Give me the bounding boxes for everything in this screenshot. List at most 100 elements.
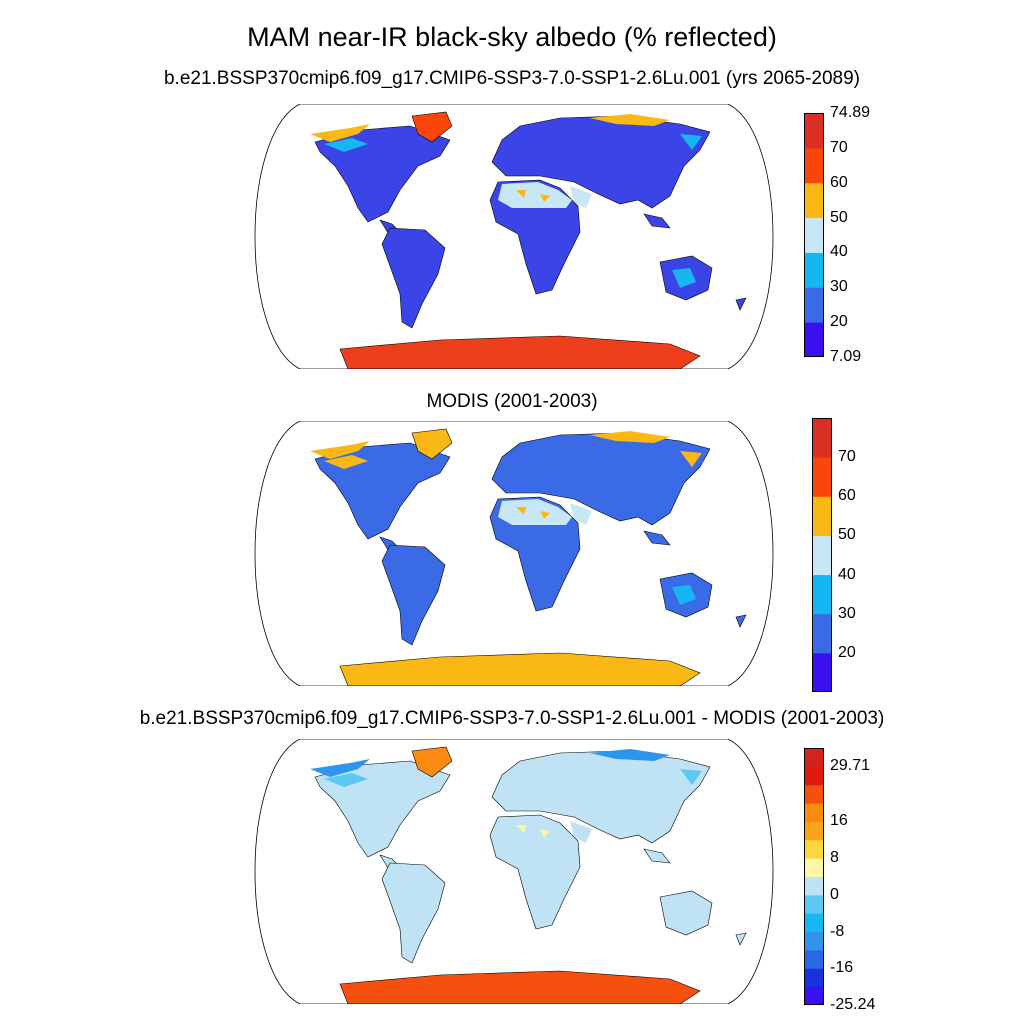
colorbar-tick-label: 60 [838, 487, 856, 505]
colorbar-segment [804, 147, 824, 184]
map-outline [254, 421, 774, 686]
map-region-arctic-rim [590, 431, 670, 443]
map-region-desert-spot [516, 507, 526, 515]
map-region-arctic-rim [590, 114, 670, 126]
map-region-tundra [324, 138, 368, 152]
map-region-tundra [324, 773, 368, 787]
map-region-land [643, 848, 671, 864]
panel-title-model: b.e21.BSSP370cmip6.f09_g17.CMIP6-SSP3-7.… [163, 68, 861, 89]
map-model [254, 104, 774, 369]
colorbar-segment [812, 613, 832, 654]
colorbar-segment [804, 784, 824, 804]
map-region-desert-spot [540, 511, 550, 519]
colorbar-segment [804, 839, 824, 859]
colorbar-segment [804, 876, 824, 896]
colorbar-tick-label: -25.24 [830, 996, 876, 1013]
colorbar-segment [804, 821, 824, 841]
colorbar-segment [804, 913, 824, 933]
map-region-land [735, 297, 747, 311]
map-region-greenland [411, 111, 453, 143]
colorbar-segment [804, 931, 824, 951]
colorbar-segment [804, 803, 824, 822]
panel-title-modis: MODIS (2001-2003) [426, 391, 598, 412]
colorbar-segment [804, 949, 824, 969]
map-region-desert-spot [516, 825, 526, 833]
map-region-tundra [680, 134, 702, 150]
map-region-antarctica [339, 970, 701, 1004]
panel-title-difference: b.e21.BSSP370cmip6.f09_g17.CMIP6-SSP3-7.… [139, 708, 885, 729]
map-region-land [491, 750, 711, 844]
map-region-antarctica [339, 335, 701, 369]
map-region-desert-spot [540, 829, 550, 837]
colorbar-tick-label: 30 [838, 604, 856, 622]
colorbar-tick-label: 50 [830, 208, 848, 226]
colorbar-segment [804, 858, 824, 877]
colorbar-segment [804, 182, 824, 219]
map-region-desert-spot [540, 194, 550, 202]
colorbar-segment [804, 986, 824, 1005]
map-region-arctic-rim [310, 124, 370, 142]
colorbar-segment [812, 574, 832, 615]
map-region-arctic-rim [310, 759, 370, 777]
colorbar-tick-label: 50 [838, 526, 856, 544]
map-region-australia-interior [672, 903, 696, 923]
map-region-greenland [411, 746, 453, 778]
colorbar-tick-label: 60 [830, 173, 848, 191]
colorbar-tick-label: -16 [830, 959, 854, 977]
map-region-australia-interior [672, 585, 696, 605]
colorbar-tick-label: 29.71 [830, 757, 871, 775]
map-region-desert [498, 182, 572, 208]
map-difference [254, 739, 774, 1004]
map-region-land [491, 432, 711, 526]
map-region-desert-spot [516, 190, 526, 198]
map-region-greenland [411, 428, 453, 460]
colorbar-model [804, 113, 824, 357]
colorbar-segment [804, 113, 824, 149]
colorbar-tick-label: 20 [830, 313, 848, 331]
map-region-land [489, 496, 581, 612]
colorbar-segment [804, 252, 824, 288]
map-region-arctic-rim [590, 749, 670, 761]
main-title: MAM near-IR black-sky albedo (% reflecte… [247, 22, 777, 52]
map-region-land [489, 179, 581, 295]
map-region-land [643, 530, 671, 546]
map-region-tundra [324, 455, 368, 469]
map-outline [254, 739, 774, 1004]
colorbar-segment [812, 457, 832, 497]
map-region-tundra [680, 451, 702, 467]
colorbar-segment [804, 766, 824, 786]
colorbar-tick-label: 30 [830, 278, 848, 296]
map-region-antarctica [339, 652, 701, 686]
colorbar-segment [812, 652, 832, 692]
colorbar-tick-label: 16 [830, 812, 848, 830]
colorbar-segment [812, 535, 832, 576]
map-region-land [643, 213, 671, 229]
map-region-land [381, 862, 446, 964]
colorbar-tick-label: 74.89 [830, 104, 871, 121]
colorbar-segment [804, 894, 824, 914]
map-region-land [735, 932, 747, 946]
colorbar-tick-label: 40 [838, 565, 856, 583]
map-region-land [735, 614, 747, 628]
map-outline [254, 104, 774, 369]
map-region-desert [498, 499, 572, 525]
colorbar-tick-label: 8 [830, 849, 839, 867]
map-region-australia-interior [672, 268, 696, 288]
map-region-desert [570, 186, 592, 208]
map-region-land [381, 227, 446, 329]
colorbar-tick-label: 40 [830, 243, 848, 261]
colorbar-tick-label: 70 [838, 448, 856, 466]
map-region-land [381, 544, 446, 646]
colorbar-modis [812, 418, 832, 692]
colorbar-segment [812, 418, 832, 458]
colorbar-segment [804, 287, 824, 323]
map-region-desert [570, 821, 592, 843]
map-region-tundra [680, 769, 702, 785]
colorbar-tick-label: 7.09 [830, 348, 862, 365]
map-region-land [489, 814, 581, 930]
colorbar-tick-label: 70 [830, 138, 848, 156]
colorbar-tick-label: 0 [830, 885, 839, 903]
map-region-land [491, 115, 711, 209]
colorbar-segment [804, 322, 824, 357]
colorbar-tick-label: 20 [838, 643, 856, 661]
